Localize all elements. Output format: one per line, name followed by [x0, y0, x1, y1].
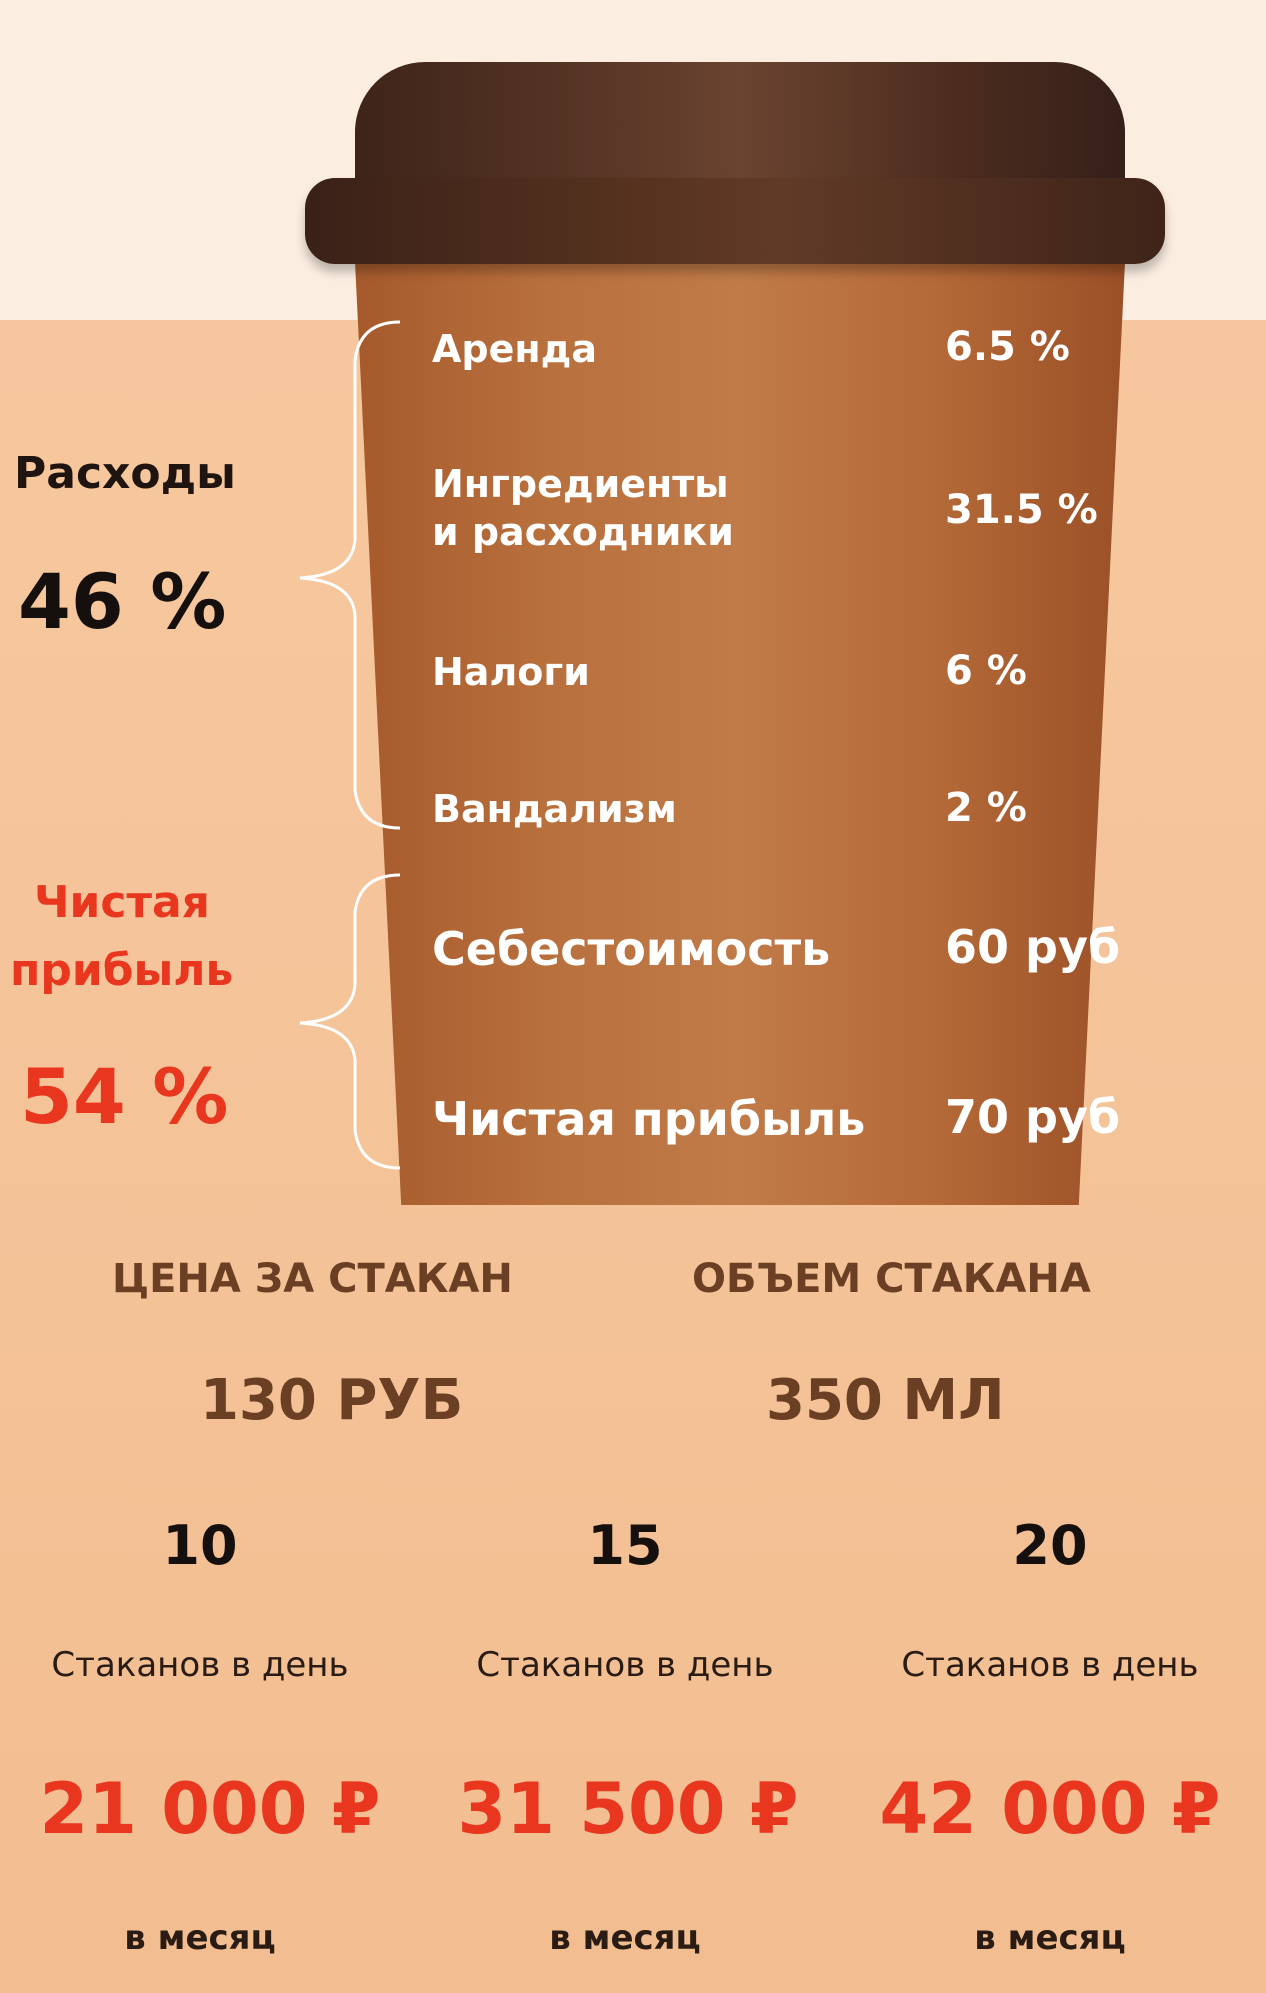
price-label: ЦЕНА ЗА СТАКАН	[112, 1256, 513, 1302]
scenario-3-count: 20	[1012, 1514, 1088, 1577]
scenario-3-income: 42 000 ₽	[879, 1768, 1221, 1850]
expense-ingredients-value: 31.5 %	[945, 487, 1098, 533]
expense-rent-value: 6.5 %	[945, 324, 1070, 370]
expense-taxes-value: 6 %	[945, 648, 1027, 694]
expense-vandalism-value: 2 %	[945, 785, 1027, 831]
cup-lid-rim	[305, 178, 1165, 264]
profit-label-line2: прибыль	[10, 945, 234, 996]
scenario-1-income: 21 000 ₽	[39, 1768, 381, 1850]
expenses-brace	[299, 320, 401, 830]
scenario-2-income: 31 500 ₽	[457, 1768, 799, 1850]
cost-price-label: Себестоимость	[432, 922, 831, 976]
scenario-2-period: в месяц	[549, 1918, 701, 1958]
net-profit-label: Чистая прибыль	[432, 1092, 866, 1146]
profit-label-line1: Чистая	[34, 877, 210, 928]
scenario-3-period: в месяц	[974, 1918, 1126, 1958]
expenses-percent: 46 %	[18, 557, 227, 646]
cup-body	[355, 262, 1125, 1205]
coffee-cup-illustration	[305, 62, 1165, 1205]
expense-ingredients-label-line1: Ингредиенты	[432, 462, 729, 506]
price-value: 130 РУБ	[200, 1368, 464, 1433]
volume-value: 350 МЛ	[766, 1368, 1005, 1433]
net-profit-value: 70 руб	[945, 1090, 1121, 1144]
scenario-1-period: в месяц	[124, 1918, 276, 1958]
scenario-2-unit: Стаканов в день	[476, 1645, 774, 1685]
expenses-label: Расходы	[14, 448, 236, 499]
cost-price-value: 60 руб	[945, 920, 1121, 974]
scenario-1-unit: Стаканов в день	[51, 1645, 349, 1685]
expense-taxes-label: Налоги	[432, 650, 590, 694]
cup-lid-top	[355, 62, 1125, 192]
scenario-2-count: 15	[587, 1514, 663, 1577]
expense-rent-label: Аренда	[432, 327, 597, 371]
expense-vandalism-label: Вандализм	[432, 787, 677, 831]
expense-ingredients-label-line2: и расходники	[432, 510, 734, 554]
profit-brace	[299, 873, 401, 1170]
scenario-1-count: 10	[162, 1514, 238, 1577]
volume-label: ОБЪЕМ СТАКАНА	[692, 1256, 1091, 1302]
scenario-3-unit: Стаканов в день	[901, 1645, 1199, 1685]
profit-percent: 54 %	[20, 1052, 229, 1141]
